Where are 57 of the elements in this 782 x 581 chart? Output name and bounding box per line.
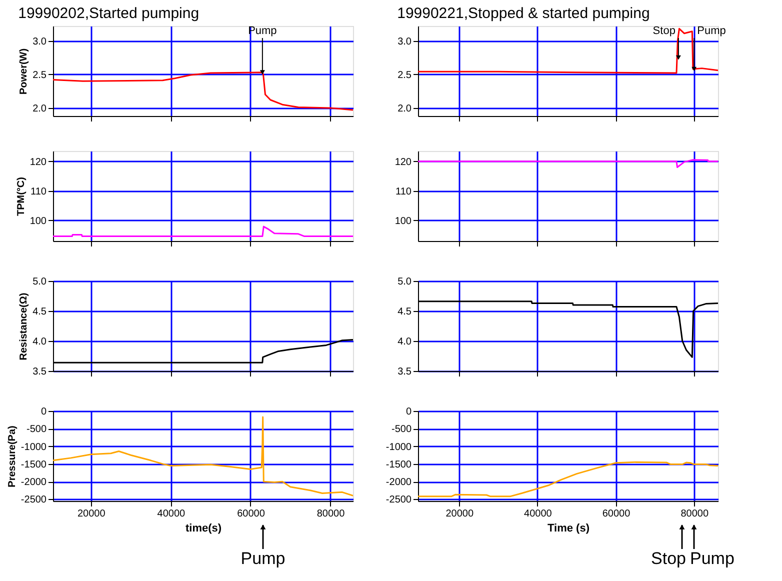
line-series	[418, 159, 718, 168]
y-tick-label: 2.5	[32, 70, 47, 81]
y-tick-label: -1000	[20, 442, 47, 453]
text: Stop	[651, 549, 686, 568]
line-series	[418, 461, 718, 498]
y-tick-label: 4.5	[32, 306, 47, 318]
y-tick-label: 4.0	[32, 336, 47, 348]
y-tick-label: 0	[406, 406, 412, 418]
y-tick-label: 5.0	[398, 276, 412, 288]
y-tick-label: 120	[394, 156, 412, 168]
x-tick-label: 80000	[316, 508, 346, 520]
y-tick-label: -500	[26, 424, 47, 436]
x-axis-title: time(s)	[185, 522, 222, 534]
y-tick-label: 100	[394, 216, 412, 227]
line-series	[53, 416, 353, 496]
y-tick-label: 110	[30, 186, 47, 198]
y-tick-label: 120	[30, 156, 47, 168]
y-tick-label: 110	[396, 186, 412, 198]
y-tick-label: 3.5	[32, 366, 47, 378]
x-tick-label: 20000	[77, 508, 106, 520]
y-tick-label: 3.0	[398, 36, 412, 48]
y-tick-label: 4.5	[398, 306, 412, 318]
text: Pump	[690, 549, 734, 568]
y-tick-label: -2500	[20, 494, 47, 506]
y-tick-label: 3.0	[32, 36, 47, 48]
y-tick-label: -2500	[386, 494, 412, 506]
annotation: Stop	[652, 25, 676, 37]
y-tick-label: 2.5	[398, 70, 412, 81]
x-tick-label: 60000	[602, 508, 631, 520]
x-tick-label: 40000	[524, 508, 552, 520]
x-axis-title: Time (s)	[548, 522, 590, 534]
annotation: Pump	[697, 25, 726, 37]
y-tick-label: -2000	[20, 477, 47, 488]
x-tick-label: 60000	[237, 508, 266, 520]
x-tick-label: 40000	[157, 508, 186, 520]
line-series	[53, 226, 353, 238]
y-tick-label: 4.0	[398, 336, 412, 348]
chart-title: 19990221,Stopped & started pumping	[397, 5, 650, 22]
y-tick-label: 0	[40, 406, 47, 418]
x-tick-label: 20000	[446, 508, 474, 520]
y-tick-label: 2.0	[398, 103, 412, 114]
y-tick-label: -2000	[386, 477, 412, 488]
y-tick-label: -1500	[20, 459, 47, 470]
y-axis-title: Power(W)	[18, 48, 30, 95]
y-tick-label: 2.0	[32, 103, 47, 114]
y-tick-label: -1500	[386, 459, 412, 470]
chart-title: 19990202,Started pumping	[18, 5, 200, 22]
y-tick-label: -1000	[386, 442, 412, 453]
x-tick-label: 80000	[680, 508, 709, 520]
y-axis-title: Resistance(Ω)	[18, 292, 30, 360]
y-tick-label: 3.5	[398, 366, 412, 378]
y-tick-label: 5.0	[32, 276, 47, 288]
y-axis-title: TPM(°C)	[16, 177, 27, 216]
y-tick-label: 100	[30, 216, 47, 227]
y-tick-label: -500	[391, 424, 412, 436]
y-axis-title: Pressure(Pa)	[6, 426, 18, 488]
text: Pump	[240, 549, 286, 568]
